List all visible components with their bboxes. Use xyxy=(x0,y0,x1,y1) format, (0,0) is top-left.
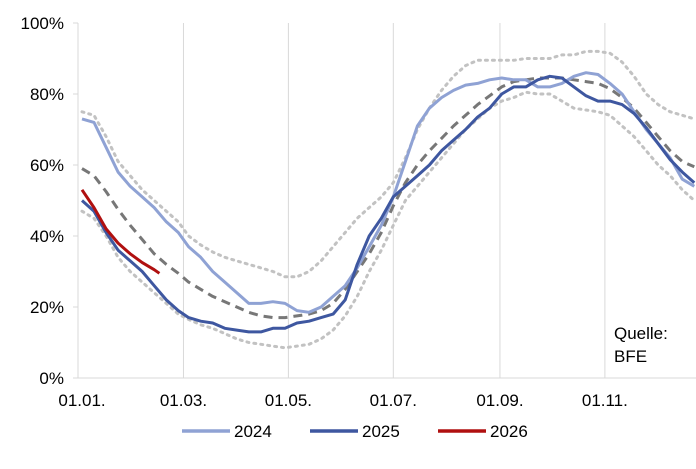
series-line-dashed-3 xyxy=(81,76,695,320)
x-tick-label: 01.11. xyxy=(582,391,628,410)
source-note: Quelle: BFE xyxy=(614,324,668,366)
grid-lines xyxy=(182,23,606,378)
series-line-dotted-4 xyxy=(80,49,696,279)
legend-label-2026: 2026 xyxy=(490,422,528,441)
legend-label-2024: 2024 xyxy=(234,422,272,441)
y-tick-label: 60% xyxy=(30,156,64,175)
series-line-2025 xyxy=(81,74,696,334)
series-line-2024 xyxy=(81,71,696,314)
series-line-dotted-5 xyxy=(80,90,696,350)
y-tick-label: 80% xyxy=(30,85,64,104)
tick-labels: 01.01. 01.03. 01.05. 01.07. 01.09. 01.11. 0% 20… xyxy=(21,14,628,410)
axes xyxy=(73,22,696,379)
series-lines xyxy=(80,49,696,350)
legend-label-2025: 2025 xyxy=(362,422,400,441)
source-text-line: Quelle: xyxy=(614,324,668,343)
legend: 2024 2025 2026 xyxy=(182,422,528,441)
x-tick-label: 01.01. xyxy=(58,391,105,410)
y-tick-label: 100% xyxy=(21,14,64,33)
source-text-line: BFE xyxy=(614,347,647,366)
y-tick-label: 0% xyxy=(39,369,64,388)
series-line-2026 xyxy=(80,188,161,275)
x-tick-label: 01.07. xyxy=(370,391,417,410)
y-tick-label: 20% xyxy=(30,298,64,317)
x-tick-label: 01.09. xyxy=(476,391,523,410)
x-tick-label: 01.03. xyxy=(160,391,207,410)
y-tick-label: 40% xyxy=(30,227,64,246)
x-tick-label: 01.05. xyxy=(265,391,312,410)
